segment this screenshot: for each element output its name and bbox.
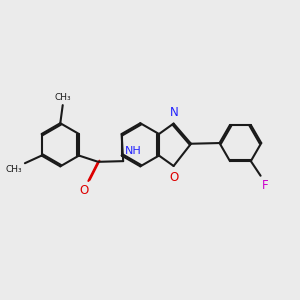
Text: O: O: [170, 171, 179, 184]
Text: F: F: [262, 178, 268, 191]
Text: O: O: [80, 184, 89, 197]
Text: CH₃: CH₃: [5, 165, 22, 174]
Text: N: N: [170, 106, 179, 119]
Text: NH: NH: [124, 146, 141, 156]
Text: CH₃: CH₃: [54, 93, 71, 102]
